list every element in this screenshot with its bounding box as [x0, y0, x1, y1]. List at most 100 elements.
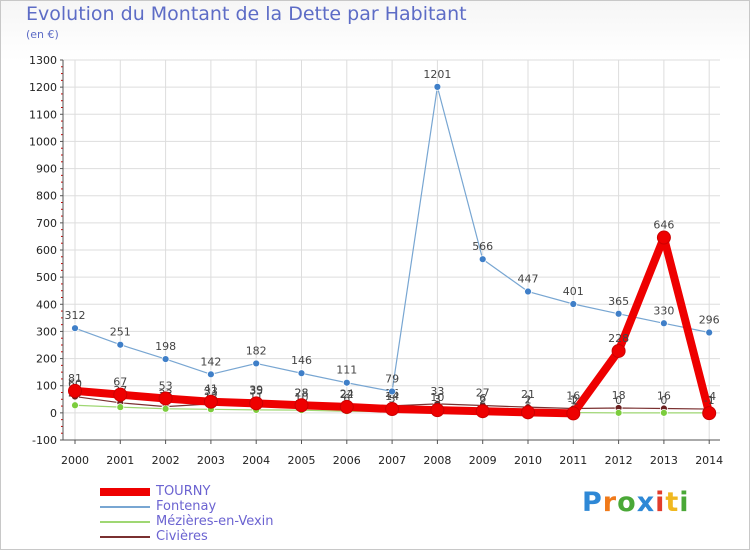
x-tick-label: 2003 [197, 454, 225, 467]
data-label-0: 14 [385, 390, 399, 403]
x-tick-label: 2011 [559, 454, 587, 467]
data-label-1: 330 [653, 304, 674, 317]
y-tick-label: 800 [36, 190, 57, 203]
chart-unit-label: (en €) [26, 28, 59, 41]
data-label-1: 365 [608, 295, 629, 308]
series-point-0 [385, 402, 400, 417]
data-label-1: 146 [291, 354, 312, 367]
data-label-2: 1 [570, 394, 577, 407]
series-point-0 [68, 383, 82, 398]
series-point-1 [252, 359, 261, 368]
data-label-0: 228 [608, 332, 629, 345]
logo-letter: r [602, 487, 618, 518]
series-point-0 [294, 398, 309, 413]
data-label-1: 198 [155, 340, 176, 353]
legend-label: Civières [156, 529, 208, 544]
legend-item: TOURNY [100, 484, 360, 499]
logo-letter: o [617, 487, 637, 518]
y-tick-label: -100 [32, 434, 57, 447]
x-tick-label: 2005 [288, 454, 316, 467]
series-point-1 [478, 255, 487, 264]
x-tick-label: 2014 [695, 454, 723, 467]
series-point-2 [660, 408, 668, 417]
y-tick-label: 1300 [29, 54, 57, 67]
data-label-3: 24 [340, 387, 354, 400]
legend-swatch [100, 536, 150, 538]
data-label-2: 0 [660, 394, 667, 407]
data-label-0: 10 [430, 391, 444, 404]
series-point-1 [71, 324, 79, 333]
data-label-0: 41 [204, 383, 218, 396]
data-label-1: 447 [518, 273, 539, 286]
logo-letter: x [636, 487, 656, 518]
data-label-0: 35 [249, 384, 263, 397]
series-point-2 [116, 403, 125, 412]
y-tick-label: 300 [36, 325, 57, 338]
data-label-1: 566 [472, 240, 493, 253]
series-point-0 [475, 404, 490, 419]
y-tick-label: 700 [36, 217, 57, 230]
legend-label: Fontenay [156, 499, 217, 514]
series-point-0 [113, 387, 128, 402]
series-point-1 [388, 387, 397, 396]
legend-item: Mézières-en-Vexin [100, 514, 360, 529]
data-label-3: 39 [249, 383, 263, 396]
series-point-0 [339, 399, 354, 414]
data-label-2: 3 [434, 393, 441, 406]
data-label-0: -2 [568, 394, 579, 407]
data-label-0: 6 [479, 392, 486, 405]
x-tick-label: 2009 [469, 454, 497, 467]
x-tick-label: 2007 [378, 454, 406, 467]
x-tick-label: 2012 [605, 454, 633, 467]
data-label-1: 182 [246, 344, 267, 357]
logo-letter: i [679, 487, 690, 518]
series-point-1 [433, 82, 442, 91]
data-label-0: 67 [113, 376, 127, 389]
data-label-0: 53 [159, 379, 173, 392]
data-label-1: 401 [563, 285, 584, 298]
data-label-3: 33 [430, 385, 444, 398]
legend-item: Civières [100, 529, 360, 544]
x-tick-label: 2000 [61, 454, 89, 467]
legend-swatch [100, 506, 150, 508]
data-label-1: 251 [110, 326, 131, 339]
data-label-3: 33 [204, 385, 218, 398]
logo-letter: i [655, 487, 666, 518]
data-label-0: -1 [704, 394, 715, 407]
series-point-0 [203, 394, 218, 409]
legend-label: TOURNY [156, 484, 211, 499]
series-point-2 [161, 404, 170, 413]
data-label-1: 1201 [423, 68, 451, 81]
x-tick-label: 2006 [333, 454, 361, 467]
series-point-1 [206, 370, 215, 379]
data-label-0: 81 [68, 372, 82, 385]
legend-swatch [100, 488, 150, 496]
series-point-1 [297, 369, 306, 378]
legend-swatch [100, 521, 150, 523]
series-point-1 [161, 355, 170, 364]
data-label-2: 2 [479, 393, 486, 406]
series-point-1 [614, 309, 623, 318]
logo-letter: t [665, 487, 680, 518]
data-label-3: 18 [612, 389, 626, 402]
data-label-3: 16 [566, 390, 580, 403]
legend: TOURNY Fontenay Mézières-en-Vexin Civières [100, 484, 360, 544]
series-point-1 [705, 328, 714, 337]
data-label-3: 21 [521, 388, 535, 401]
data-label-2: 6 [343, 392, 350, 405]
y-tick-label: 400 [36, 298, 57, 311]
series-point-1 [569, 300, 578, 308]
y-tick-label: 1200 [29, 81, 57, 94]
series-point-2 [71, 401, 79, 410]
data-label-1: 142 [200, 355, 221, 368]
y-tick-label: 600 [36, 244, 57, 257]
data-label-0: 22 [340, 388, 354, 401]
data-label-1: 296 [699, 314, 720, 327]
data-label-1: 79 [385, 372, 399, 385]
x-tick-label: 2004 [242, 454, 270, 467]
x-tick-label: 2002 [152, 454, 180, 467]
x-tick-label: 2008 [423, 454, 451, 467]
data-label-3: 16 [657, 390, 671, 403]
